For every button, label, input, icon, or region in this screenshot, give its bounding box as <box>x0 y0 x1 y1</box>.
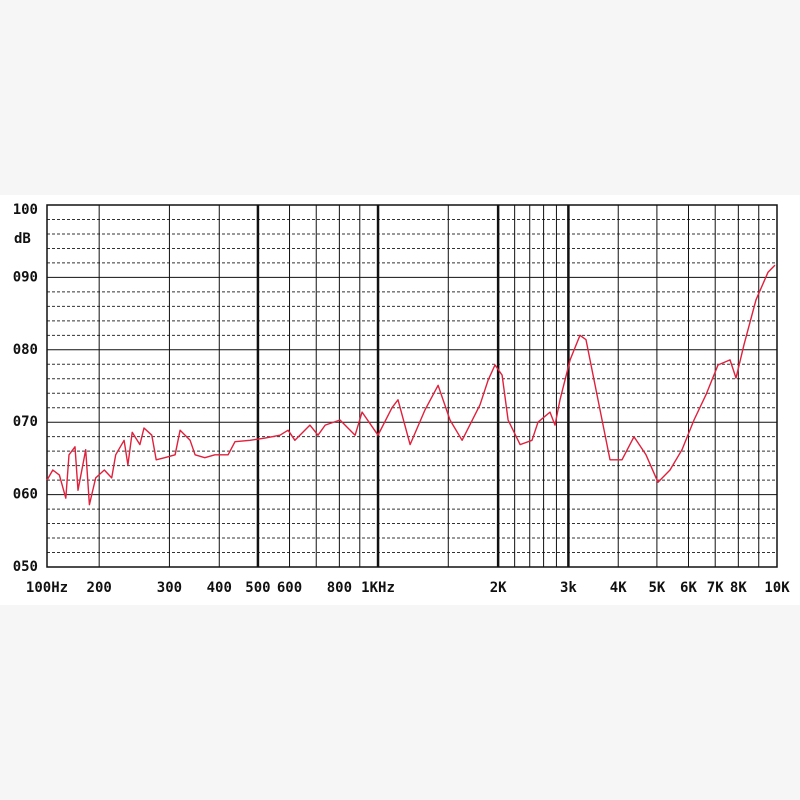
x-tick-label: 800 <box>327 580 352 596</box>
x-tick-label: 200 <box>87 580 112 596</box>
x-tick-label: 100Hz <box>26 580 68 596</box>
y-tick-label: 060 <box>13 487 38 503</box>
x-tick-label: 400 <box>207 580 232 596</box>
x-tick-label: 5K <box>648 580 665 596</box>
x-tick-label: 8K <box>730 580 747 596</box>
x-tick-label: 500 <box>245 580 270 596</box>
x-tick-label: 600 <box>277 580 302 596</box>
response-line <box>46 264 776 506</box>
x-tick-label: 2K <box>490 580 507 596</box>
x-tick-label: 1KHz <box>361 580 395 596</box>
y-tick-label: 100 <box>13 202 38 218</box>
y-tick-label: 090 <box>13 269 38 285</box>
x-tick-label: 300 <box>157 580 182 596</box>
y-tick-label: 050 <box>13 559 38 575</box>
x-tick-label: 3k <box>560 580 577 596</box>
x-tick-label: 10K <box>764 580 790 596</box>
y-tick-label: 070 <box>13 414 38 430</box>
x-tick-label: 4K <box>610 580 627 596</box>
y-axis-label: dB <box>14 231 31 247</box>
chart-panel <box>0 195 800 605</box>
x-tick-label: 7K <box>707 580 724 596</box>
y-tick-label: 080 <box>13 342 38 358</box>
plot-frame <box>46 204 778 568</box>
x-tick-label: 6K <box>680 580 697 596</box>
